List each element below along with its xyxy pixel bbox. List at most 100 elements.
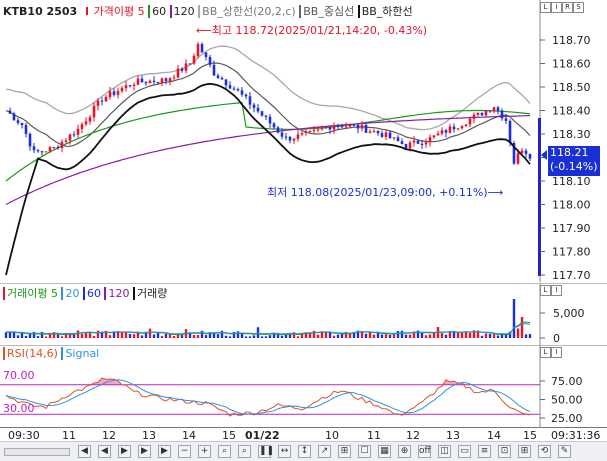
toolbar-button-icon[interactable]: ☐ [358, 445, 371, 458]
candle-body [196, 43, 200, 56]
candle-body [280, 132, 284, 137]
candle-body [448, 126, 452, 133]
toolbar-button-icon[interactable]: ◀ [78, 445, 91, 458]
toolbar-button-icon[interactable]: ◀ [98, 445, 111, 458]
candle-body [116, 91, 120, 95]
price-tick-label: 118.10 [552, 175, 591, 188]
price-tick-label: 118.60 [552, 58, 591, 71]
candle-body [528, 153, 532, 159]
toolbar-button-icon[interactable]: ⟲ [538, 445, 551, 458]
panel-tag-l-icon[interactable]: L [540, 2, 551, 13]
vol-tag-i-icon[interactable]: I [551, 285, 562, 296]
volume-bar [92, 335, 96, 338]
toolbar-button-icon[interactable]: ⌕ [238, 445, 251, 458]
candle-body [484, 110, 488, 116]
x-axis-label: 15 [523, 429, 537, 442]
candle-body [376, 131, 380, 134]
bb-upper-line [5, 45, 531, 131]
volume-bar [72, 333, 76, 338]
toolbar-button-icon[interactable]: ⊞ [518, 445, 531, 458]
candle-body [352, 124, 356, 126]
candle-body [20, 122, 24, 126]
toolbar-button-icon[interactable]: ▶ [158, 445, 171, 458]
x-axis-label: 01/22 [245, 429, 280, 442]
x-axis-label: 12 [102, 429, 116, 442]
current-change: (-0.14%) [550, 160, 598, 173]
volume-ma20-line [5, 323, 531, 335]
volume-bar [456, 331, 460, 338]
toolbar-button-icon[interactable]: − [178, 445, 191, 458]
candle-body [124, 85, 128, 89]
bb-mid-line [5, 62, 531, 147]
toolbar-button-icon[interactable]: ❚❚ [258, 445, 275, 458]
volume-bar [56, 334, 60, 338]
rsi-chart[interactable]: 75.00 50.00 25.00 [0, 345, 607, 427]
volume-bar [268, 335, 272, 338]
legend-symbol: KTB10 2503 [3, 5, 78, 18]
toolbar-button-icon[interactable]: ▶ [138, 445, 151, 458]
candle-body [428, 137, 432, 143]
volume-bar [276, 332, 280, 338]
toolbar-button-icon[interactable]: ⊕ [398, 445, 411, 458]
rsi-panel[interactable]: 75.00 50.00 25.00 RSI(14,6) Signal 70.00 3… [0, 345, 607, 427]
candle-body [300, 133, 304, 135]
scroll-track[interactable] [4, 448, 70, 456]
toolbar-button-icon[interactable]: ◫ [438, 445, 451, 458]
volume-bar [100, 331, 104, 338]
price-panel[interactable]: 118.70118.60118.50118.40118.30118.20118.… [0, 0, 607, 282]
x-axis-label: 11 [62, 429, 76, 442]
candle-body [112, 91, 116, 95]
rsi-tick-label: 50.00 [551, 394, 583, 407]
volume-bar [152, 334, 156, 338]
toolbar-button-icon[interactable]: + [198, 445, 211, 458]
rsi-tag-i-icon[interactable]: I [551, 347, 562, 358]
candle-body [176, 68, 180, 78]
price-chart[interactable]: 118.70118.60118.50118.40118.30118.20118.… [0, 0, 607, 282]
candle-body [52, 146, 56, 148]
price-tick-label: 118.00 [552, 199, 591, 212]
price-tick-label: 117.70 [552, 269, 591, 282]
toolbar-button-icon[interactable]: ↗ [318, 445, 331, 458]
candle-body [180, 68, 184, 71]
toolbar-button-icon[interactable]: ⌕ [218, 445, 231, 458]
x-axis: 09:30 11 12 13 14 15 01/22 10 11 12 13 14 15 09:31:3… [0, 427, 607, 442]
toolbar-button-icon[interactable]: ▭ [458, 445, 471, 458]
candle-body [440, 130, 444, 134]
toolbar-button-icon[interactable]: ⊞ [338, 445, 351, 458]
panel-tag-r-icon[interactable]: R [562, 2, 573, 13]
toolbar-button-icon[interactable]: ▶ [118, 445, 131, 458]
toolbar-button-icon[interactable]: off [418, 445, 431, 458]
volume-bar [504, 334, 508, 338]
toolbar-button-icon[interactable]: ↔ [278, 445, 291, 458]
price-legend: KTB10 2503 가격이평 5 60 120 BB_상한선(20,2,c) … [3, 3, 413, 19]
toolbar-button-icon[interactable]: ⊡ [498, 445, 511, 458]
panel-tag-i-icon[interactable]: I [551, 2, 562, 13]
candle-body [236, 89, 240, 91]
volume-bar [140, 335, 144, 338]
candle-body [412, 140, 416, 143]
volume-chart[interactable]: 5,000 0 [0, 283, 607, 345]
candle-body [56, 146, 60, 148]
legend-ma-box [85, 7, 94, 15]
toolbar-button-icon[interactable]: ▦ [378, 445, 391, 458]
volume-bar [48, 333, 52, 338]
volume-bar [416, 330, 420, 338]
volume-bar [308, 332, 312, 338]
volume-panel[interactable]: 5,000 0 거래이평 5 20 60 120 거래량 L I [0, 283, 607, 345]
toolbar-button-icon[interactable]: ✎ [558, 445, 571, 458]
volume-bar [476, 330, 480, 338]
volume-bar [208, 332, 212, 338]
volume-bar [348, 333, 352, 338]
volume-bar [164, 333, 168, 338]
rsi-line [5, 377, 531, 417]
toolbar-button-icon[interactable]: ≡ [478, 445, 491, 458]
candle-body [96, 100, 100, 106]
toolbar-button-icon[interactable]: ↕ [298, 445, 311, 458]
legend-bb-mid: BB_중심선 [299, 5, 355, 18]
panel-tag-s-icon[interactable]: S [573, 2, 584, 13]
vol-tag-l-icon[interactable]: L [540, 285, 551, 296]
rsi-tag-l-icon[interactable]: L [540, 347, 551, 358]
price-tick-label: 118.40 [552, 105, 591, 118]
volume-bar [212, 332, 216, 338]
volume-bar [132, 334, 136, 338]
